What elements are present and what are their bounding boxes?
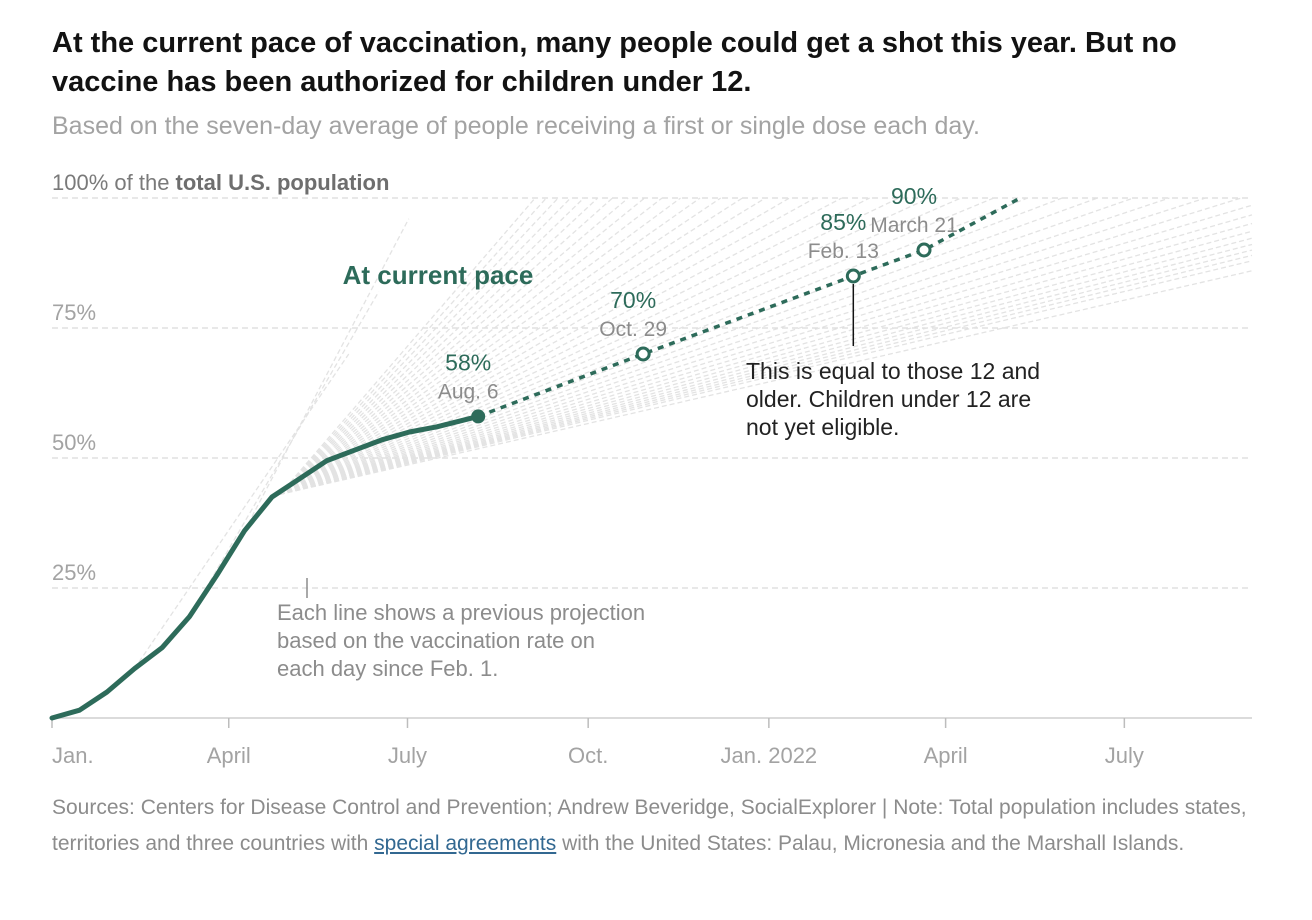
milestone-date-label-1: Oct. 29: [599, 318, 667, 341]
previous-projection-line-19: [279, 197, 930, 495]
y-axis-label-prefix: 100% of the: [52, 170, 176, 195]
previous-projection-line-34: [279, 197, 599, 495]
previous-projection-line-2: [279, 254, 1253, 496]
previous-projection-line-32: [279, 197, 629, 495]
early-projection-line-2: [243, 218, 410, 532]
previous-projection-line-35: [279, 197, 585, 495]
y-tick-label-25: 25%: [52, 560, 96, 585]
milestone-pct-label-3: 90%: [891, 183, 937, 209]
previous-projection-line-38: [279, 197, 547, 495]
previous-projection-line-1: [279, 260, 1253, 496]
x-axis: Jan. April July Oct. Jan. 2022 April July: [51, 717, 1252, 768]
chart-subtitle: Based on the seven-day average of people…: [52, 112, 980, 140]
early-projection-line-1: [188, 291, 380, 617]
previous-projection-line-17: [279, 197, 995, 496]
current-pace-lines: [49, 196, 1022, 721]
projection-note-line-1: based on the vaccination rate on: [277, 628, 595, 653]
x-tick-label-0: Jan.: [52, 743, 94, 768]
eligibility-note-line-2: not yet eligible.: [746, 414, 899, 440]
milestone-pct-label-2: 85%: [820, 209, 866, 235]
previous-projection-line-11: [279, 197, 1206, 496]
x-tick-label-4: Jan. 2022: [721, 743, 818, 768]
milestone-pct-label-1: 70%: [610, 287, 656, 313]
previous-projection-line-0: [279, 270, 1253, 496]
previous-projection-line-30: [279, 197, 663, 495]
previous-projection-line-27: [279, 197, 722, 495]
gridlines: [52, 197, 1252, 589]
source-notes: Sources: Centers for Disease Control and…: [52, 790, 1282, 862]
chart-title: At the current pace of vaccination, many…: [52, 27, 1177, 98]
milestone-pct-label-0: 58%: [445, 349, 491, 375]
previous-projection-line-7: [279, 222, 1253, 496]
y-tick-label-50: 50%: [52, 430, 96, 455]
milestone-date-label-3: March 21: [870, 214, 958, 237]
x-tick-label-1: April: [207, 743, 251, 768]
actual-vaccination-line: [49, 413, 481, 721]
milestone-date-label-0: Aug. 6: [438, 380, 499, 403]
previous-projection-line-23: [279, 197, 816, 495]
series-label: At current pace: [343, 260, 534, 290]
previous-projection-line-22: [279, 197, 843, 495]
milestone-date-label-2: Feb. 13: [808, 240, 879, 263]
projection-note-line-0: Each line shows a previous projection: [277, 600, 645, 625]
previous-projection-line-13: [279, 197, 1134, 496]
previous-projection-line-12: [279, 197, 1170, 496]
previous-projection-line-29: [279, 197, 681, 495]
previous-projection-line-36: [279, 197, 572, 495]
previous-projection-line-15: [279, 197, 1063, 496]
milestone-point-3: [916, 242, 932, 258]
special-agreements-link[interactable]: special agreements: [374, 832, 557, 855]
x-tick-label-3: Oct.: [568, 743, 608, 768]
previous-projection-line-26: [279, 197, 743, 495]
previous-projection-line-20: [279, 197, 900, 495]
previous-projection-line-28: [279, 197, 701, 495]
eligibility-note-line-0: This is equal to those 12 and: [746, 358, 1040, 384]
previous-projection-line-37: [279, 197, 559, 495]
previous-projection-line-39: [279, 197, 536, 495]
y-axis-label-bold: total U.S. population: [176, 170, 390, 195]
milestone-point-1: [635, 346, 651, 362]
y-tick-label-75: 75%: [52, 300, 96, 325]
previous-projection-line-21: [279, 197, 870, 495]
previous-projection-line-10: [279, 197, 1242, 496]
y-axis-label: 100% of the total U.S. population: [52, 170, 389, 195]
notes-text-end: with the United States: Palau, Micronesi…: [556, 832, 1185, 855]
previous-projection-line-18: [279, 197, 962, 495]
milestone-point-0: [471, 409, 486, 424]
chart-labels: 25% 50% 75% 100% of the total U.S. populati…: [52, 170, 1040, 681]
previous-projection-line-14: [279, 197, 1098, 496]
previous-projection-line-9: [279, 204, 1253, 496]
x-tick-label-5: April: [924, 743, 968, 768]
previous-projections: [133, 197, 1253, 669]
previous-projection-line-33: [279, 197, 613, 495]
milestone-point-2: [845, 268, 861, 284]
notes-text: Sources: Centers for Disease Control and…: [52, 796, 1247, 855]
previous-projection-line-8: [279, 214, 1253, 496]
previous-projection-line-25: [279, 197, 766, 495]
eligibility-note-line-1: older. Children under 12 are: [746, 386, 1031, 412]
previous-projection-line-3: [279, 249, 1253, 496]
projection-note-line-2: each day since Feb. 1.: [277, 656, 498, 681]
previous-projection-line-31: [279, 197, 646, 495]
x-tick-label-6: July: [1105, 743, 1144, 768]
previous-projection-line-16: [279, 197, 1028, 496]
x-tick-label-2: July: [388, 743, 427, 768]
previous-projection-line-4: [279, 243, 1253, 496]
